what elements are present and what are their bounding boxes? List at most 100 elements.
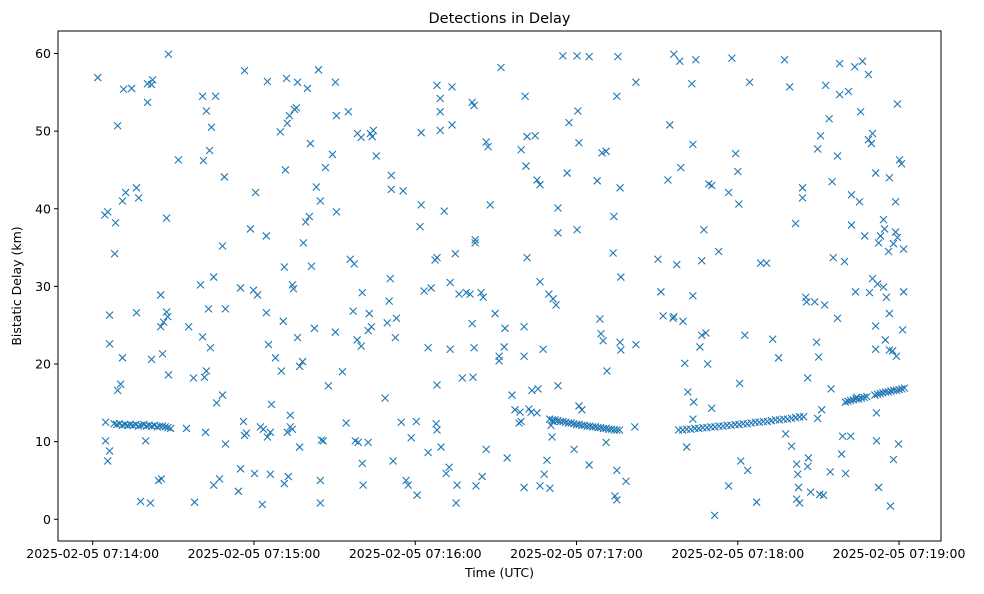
data-point-marker xyxy=(482,138,491,146)
data-point-marker xyxy=(182,424,191,433)
data-point-marker xyxy=(724,481,733,490)
data-point-marker xyxy=(218,391,227,399)
data-point-marker xyxy=(184,322,193,331)
data-point-marker xyxy=(267,400,276,409)
data-point-marker xyxy=(567,419,576,427)
data-point-marker xyxy=(420,287,428,295)
data-point-marker xyxy=(862,392,871,401)
data-point-marker xyxy=(860,393,869,402)
data-point-marker xyxy=(874,483,883,492)
data-point-marker xyxy=(342,419,351,427)
data-point-marker xyxy=(534,384,542,393)
data-point-marker xyxy=(292,103,301,112)
data-point-marker xyxy=(898,325,907,334)
data-point-marker xyxy=(501,324,509,333)
data-point-marker xyxy=(331,78,340,87)
data-point-marker xyxy=(143,98,152,107)
data-point-marker xyxy=(523,253,531,262)
data-point-marker xyxy=(806,488,815,496)
data-point-marker xyxy=(735,379,744,388)
data-point-marker xyxy=(817,405,826,414)
data-point-marker xyxy=(207,123,216,132)
data-point-marker xyxy=(332,207,341,216)
data-point-marker xyxy=(436,107,445,116)
data-point-marker xyxy=(827,384,835,393)
data-point-marker xyxy=(358,288,367,297)
data-point-marker xyxy=(597,329,605,338)
data-point-marker xyxy=(536,481,544,490)
data-point-marker xyxy=(387,185,396,194)
data-point-marker xyxy=(794,483,803,492)
data-point-marker xyxy=(285,111,294,120)
data-point-marker xyxy=(455,290,463,299)
data-point-marker xyxy=(364,326,373,335)
data-point-marker xyxy=(539,345,548,354)
data-point-marker xyxy=(602,438,610,447)
data-point-marker xyxy=(884,247,893,256)
data-point-marker xyxy=(354,438,363,447)
data-point-marker xyxy=(792,460,801,469)
data-point-marker xyxy=(812,338,821,347)
data-point-marker xyxy=(303,84,312,93)
data-point-marker xyxy=(669,50,678,59)
data-point-marker xyxy=(316,476,325,485)
data-point-marker xyxy=(826,468,835,476)
data-point-marker xyxy=(573,107,582,115)
data-point-marker xyxy=(810,298,819,306)
data-point-marker xyxy=(894,440,903,448)
data-point-marker xyxy=(612,495,621,504)
data-point-marker xyxy=(491,309,499,318)
data-point-marker xyxy=(612,426,621,434)
data-point-marker xyxy=(793,470,802,479)
data-point-marker xyxy=(157,475,166,483)
data-point-marker xyxy=(669,314,677,323)
data-point-marker xyxy=(850,62,859,71)
data-point-marker xyxy=(820,301,829,309)
data-point-marker xyxy=(357,133,366,142)
data-point-marker xyxy=(277,367,286,375)
data-point-marker xyxy=(616,183,624,192)
data-point-marker xyxy=(858,57,867,66)
data-point-marker xyxy=(511,405,519,414)
data-point-marker xyxy=(596,315,604,323)
data-point-marker xyxy=(840,257,849,266)
data-point-marker xyxy=(552,301,560,309)
data-point-marker xyxy=(707,404,716,413)
data-point-marker xyxy=(697,331,706,340)
x-tick-label: 2025-02-05 07:17:00 xyxy=(510,546,643,561)
data-point-marker xyxy=(632,78,640,87)
data-point-marker xyxy=(299,239,308,247)
data-point-marker xyxy=(828,177,837,186)
data-point-marker xyxy=(683,388,692,396)
data-point-marker xyxy=(383,318,392,327)
data-point-marker xyxy=(262,232,271,240)
data-point-marker xyxy=(855,197,864,206)
data-point-marker xyxy=(146,499,155,507)
data-point-marker xyxy=(559,417,567,426)
data-point-marker xyxy=(821,81,830,90)
data-point-marker xyxy=(798,194,807,202)
data-point-marker xyxy=(312,183,321,191)
data-point-marker xyxy=(369,126,378,135)
data-point-marker xyxy=(113,386,122,395)
data-point-marker xyxy=(851,287,860,296)
data-point-marker xyxy=(819,491,828,500)
data-point-marker xyxy=(446,345,455,354)
data-point-marker xyxy=(536,277,544,286)
data-point-marker xyxy=(298,357,307,366)
data-point-marker xyxy=(156,322,165,331)
data-point-marker xyxy=(795,499,804,507)
data-point-marker xyxy=(218,242,227,250)
data-point-marker xyxy=(271,353,280,362)
x-axis: 2025-02-05 07:14:00 2025-02-05 07:15:00 20… xyxy=(26,541,965,561)
data-point-marker xyxy=(874,239,883,247)
data-point-marker xyxy=(432,419,441,428)
data-point-marker xyxy=(835,90,844,99)
data-point-marker xyxy=(412,417,421,426)
data-point-marker xyxy=(372,152,381,160)
data-point-marker xyxy=(892,386,901,395)
data-point-marker xyxy=(665,121,674,129)
data-point-marker xyxy=(614,52,622,61)
data-point-marker xyxy=(551,416,559,424)
